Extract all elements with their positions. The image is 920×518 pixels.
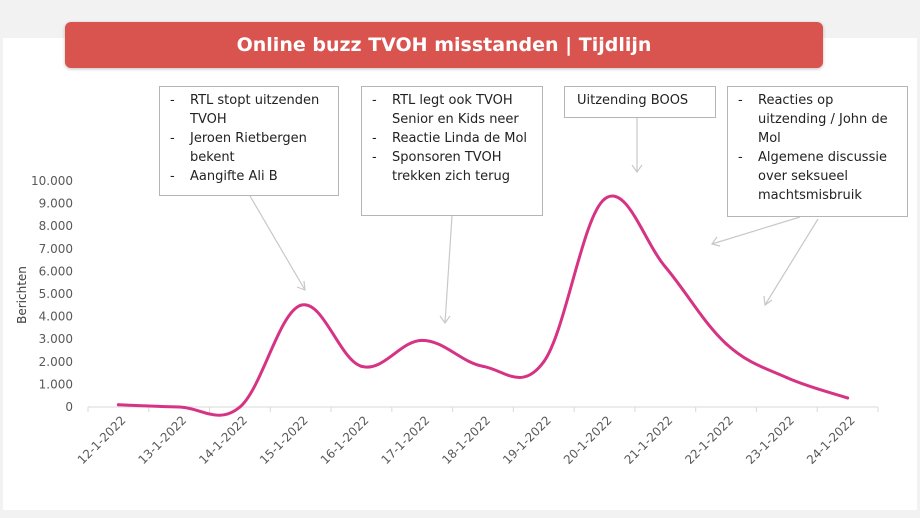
arrow-1	[249, 195, 306, 291]
y-tick-label: 8.000	[39, 219, 73, 233]
arrow-1-head	[296, 280, 306, 291]
arrow-4b	[764, 218, 819, 306]
callout-1: RTL stopt uitzenden TVOH Jeroen Rietberg…	[159, 86, 339, 196]
callout-1-item: RTL stopt uitzenden TVOH	[166, 91, 330, 129]
callout-3: Uitzending BOOS	[564, 86, 716, 118]
y-tick-label: 0	[65, 400, 73, 414]
callout-1-item: Aangifte Ali B	[166, 167, 330, 186]
x-tick-label: 15-1-2022	[257, 413, 311, 467]
y-tick-label: 3.000	[39, 332, 73, 346]
data-point	[481, 364, 485, 368]
data-point	[785, 376, 789, 380]
x-tick-label: 19-1-2022	[500, 413, 554, 467]
x-tick-label: 20-1-2022	[561, 413, 615, 467]
y-axis-ticks: 0 1.000 2.000 3.000 4.000 5.000 6.000 7.000 8.00…	[31, 174, 73, 414]
y-tick-label: 10.000	[31, 174, 73, 188]
arrow-4a-head	[710, 236, 721, 247]
arrow-2-head	[439, 315, 451, 325]
x-tick-label: 14-1-2022	[196, 413, 250, 467]
callout-2-item: RTL legt ook TVOH Senior en Kids neer	[368, 91, 534, 129]
data-point	[846, 396, 850, 400]
x-tick-label: 13-1-2022	[135, 413, 189, 467]
x-tick-label: 23-1-2022	[743, 413, 797, 467]
data-point	[420, 338, 424, 342]
x-tick-label: 17-1-2022	[379, 413, 433, 467]
callout-2-item: Reactie Linda de Mol	[368, 129, 534, 148]
y-tick-label: 7.000	[39, 242, 73, 256]
data-point	[663, 265, 667, 269]
x-tick-label: 24-1-2022	[804, 413, 858, 467]
arrow-2	[444, 215, 453, 324]
x-tick-label: 22-1-2022	[682, 413, 736, 467]
x-axis-ticks: 12-1-2022 13-1-2022 14-1-2022 15-1-2022 16-1…	[75, 413, 858, 467]
data-point	[724, 342, 728, 346]
x-tick-label: 18-1-2022	[439, 413, 493, 467]
data-point	[359, 364, 363, 368]
arrow-4b-head	[763, 295, 773, 307]
callout-4-item: Algemene discussie over seksueel machtsm…	[734, 148, 899, 205]
x-axis-tick-marks	[87, 407, 879, 412]
callout-4-item: Reacties op uitzending / John de Mol	[734, 91, 899, 148]
data-point	[299, 303, 303, 307]
callout-1-item: Jeroen Rietbergen bekent	[166, 129, 330, 167]
callout-2-item: Sponsoren TVOH trekken zich terug	[368, 148, 534, 186]
x-tick-label: 21-1-2022	[622, 413, 676, 467]
y-axis-label: Berichten	[15, 266, 29, 324]
y-tick-label: 2.000	[39, 355, 73, 369]
data-point	[238, 405, 242, 409]
x-tick-label: 12-1-2022	[75, 413, 129, 467]
callout-2: RTL legt ook TVOH Senior en Kids neer Re…	[361, 86, 543, 216]
callout-3-text: Uitzending BOOS	[577, 93, 689, 108]
data-point	[542, 360, 546, 364]
arrow-4a	[711, 216, 801, 245]
y-tick-label: 6.000	[39, 264, 73, 278]
y-tick-label: 5.000	[39, 287, 73, 301]
data-point	[603, 197, 607, 201]
chart-title: Online buzz TVOH misstanden | Tijdlijn	[65, 22, 823, 68]
series-line	[116, 194, 850, 417]
y-tick-label: 4.000	[39, 310, 73, 324]
annotation-arrows	[249, 118, 819, 325]
callout-4: Reacties op uitzending / John de Mol Alg…	[727, 86, 908, 217]
y-tick-label: 1.000	[39, 377, 73, 391]
data-point	[116, 403, 120, 407]
data-point	[177, 405, 181, 409]
y-tick-label: 9.000	[39, 197, 73, 211]
x-tick-label: 16-1-2022	[318, 413, 372, 467]
arrow-3-head	[631, 164, 643, 174]
